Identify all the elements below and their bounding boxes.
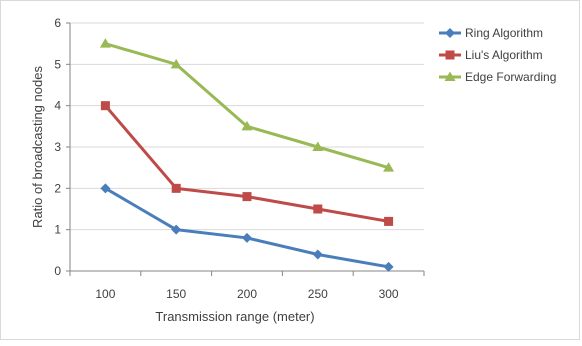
data-point (170, 58, 182, 69)
y-tick-label: 5 (54, 57, 61, 71)
legend-label: Liu's Algorithm (465, 48, 543, 62)
axes (66, 22, 425, 276)
data-point (241, 120, 253, 131)
legend-label: Ring Algorithm (465, 26, 543, 40)
x-tick-label: 100 (95, 287, 115, 301)
line-chart: 0 1 2 3 4 5 6 100 150 200 250 300 Ring Algorithm Li… (30, 16, 556, 324)
y-tick-label: 3 (54, 140, 61, 154)
data-point (313, 204, 323, 214)
data-point (383, 261, 394, 272)
x-tick-label: 300 (379, 287, 399, 301)
data-point (312, 141, 324, 151)
data-point (171, 224, 182, 235)
data-point (100, 101, 110, 111)
x-tick-labels: 100 150 200 250 300 (95, 287, 399, 301)
chart-container: 0 1 2 3 4 5 6 100 150 200 250 300 Ring Algorithm Li… (0, 0, 580, 340)
data-point (383, 162, 395, 172)
x-tick-label: 150 (166, 287, 186, 301)
x-tick-label: 200 (237, 287, 257, 301)
legend-label: Edge Forwarding (465, 70, 556, 84)
x-tick-label: 250 (308, 287, 328, 301)
y-tick-label: 4 (54, 99, 61, 113)
gridlines (70, 22, 424, 231)
series-lines (99, 38, 395, 272)
legend-marker (445, 50, 455, 60)
data-point (99, 38, 111, 48)
data-point (242, 192, 252, 202)
legend-marker (445, 28, 455, 38)
data-point (242, 232, 252, 243)
y-tick-label: 2 (54, 181, 61, 195)
legend: Ring Algorithm Liu's Algorithm Edge Forwar… (439, 26, 556, 84)
x-axis-label: Transmission range (meter) (155, 309, 314, 324)
data-point (100, 183, 111, 194)
y-tick-label: 6 (54, 16, 61, 30)
data-point (384, 216, 394, 226)
data-point (171, 183, 181, 193)
data-point (312, 249, 323, 260)
y-tick-label: 0 (54, 264, 61, 278)
y-tick-label: 1 (54, 223, 61, 237)
legend-marker (444, 71, 456, 81)
y-axis-label: Ratio of broadcasting nodes (30, 66, 45, 228)
y-tick-labels: 0 1 2 3 4 5 6 (54, 16, 61, 278)
